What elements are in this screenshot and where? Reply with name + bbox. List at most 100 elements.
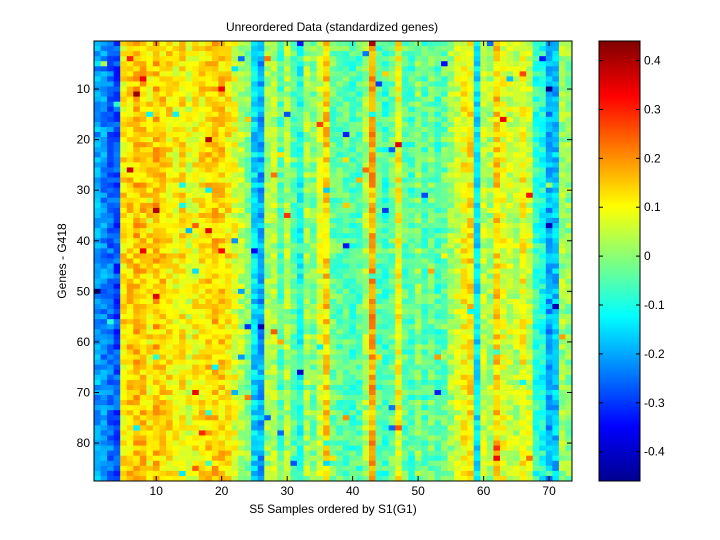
heatmap-cell — [179, 202, 187, 209]
heatmap-cell — [133, 126, 141, 133]
heatmap-cell — [388, 334, 396, 340]
heatmap-cell — [480, 172, 488, 178]
heatmap-cell — [100, 162, 108, 168]
heatmap-cell — [120, 303, 128, 310]
heatmap-cell — [519, 121, 527, 128]
heatmap-cell — [519, 379, 527, 386]
heatmap-cell — [447, 111, 455, 118]
heatmap-cell — [192, 116, 200, 123]
heatmap-cell — [139, 339, 147, 345]
heatmap-cell — [486, 258, 494, 264]
heatmap-cell — [460, 288, 468, 295]
heatmap-cell — [192, 71, 200, 77]
heatmap-cell — [264, 298, 272, 305]
heatmap-cell — [447, 142, 455, 148]
heatmap-cell — [467, 121, 475, 128]
heatmap-cell — [414, 56, 422, 62]
heatmap-cell — [499, 137, 507, 143]
heatmap-cell — [565, 273, 573, 280]
heatmap-cell — [257, 111, 265, 118]
heatmap-cell — [342, 86, 350, 92]
heatmap-cell — [519, 101, 527, 108]
heatmap-cell — [198, 157, 206, 163]
heatmap-cell — [414, 106, 422, 113]
heatmap-cell — [231, 374, 239, 381]
heatmap-cell — [532, 314, 540, 320]
heatmap-cell — [532, 344, 540, 350]
heatmap-cell — [493, 379, 501, 386]
heatmap-cell — [558, 364, 566, 371]
heatmap-cell — [408, 61, 416, 67]
heatmap-cell — [303, 51, 311, 57]
heatmap-cell — [231, 197, 239, 204]
heatmap-cell — [375, 202, 383, 209]
heatmap-cell — [473, 126, 481, 133]
heatmap-cell — [388, 91, 396, 98]
heatmap-cell — [211, 71, 219, 77]
heatmap-cell — [362, 182, 370, 189]
heatmap-cell — [100, 243, 108, 249]
heatmap-cell — [434, 303, 442, 310]
heatmap-cell — [526, 56, 534, 62]
heatmap-cell — [205, 334, 213, 340]
heatmap-cell — [100, 324, 108, 330]
heatmap-cell — [434, 283, 442, 290]
heatmap-cell — [532, 96, 540, 103]
heatmap-cell — [539, 111, 547, 118]
heatmap-cell — [185, 76, 193, 82]
heatmap-cell — [552, 334, 560, 340]
heatmap-cell — [526, 364, 534, 371]
heatmap-cell — [172, 207, 180, 214]
heatmap-cell — [369, 152, 376, 158]
heatmap-cell — [427, 364, 435, 371]
heatmap-cell — [552, 167, 560, 173]
heatmap-cell — [205, 147, 213, 153]
heatmap-cell — [558, 86, 566, 92]
heatmap-cell — [375, 147, 383, 153]
heatmap-cell — [126, 197, 134, 204]
heatmap-cell — [342, 298, 350, 305]
heatmap-cell — [441, 263, 448, 269]
heatmap-cell — [244, 298, 252, 305]
heatmap-cell — [369, 278, 376, 285]
heatmap-cell — [94, 96, 101, 103]
heatmap-cell — [499, 268, 507, 275]
heatmap-cell — [552, 61, 560, 67]
heatmap-cell — [179, 137, 187, 143]
heatmap-cell — [257, 106, 265, 113]
heatmap-cell — [401, 354, 409, 361]
heatmap-cell — [218, 309, 226, 315]
heatmap-cell — [113, 364, 121, 371]
heatmap-cell — [192, 303, 200, 310]
heatmap-cell — [493, 218, 501, 224]
heatmap-cell — [336, 233, 344, 239]
heatmap-cell — [408, 66, 416, 72]
heatmap-cell — [369, 248, 376, 254]
heatmap-cell — [211, 212, 219, 219]
heatmap-cell — [283, 167, 291, 173]
heatmap-cell — [120, 248, 128, 254]
heatmap-cell — [480, 263, 488, 269]
heatmap-cell — [166, 51, 173, 57]
heatmap-cell — [310, 248, 318, 254]
heatmap-cell — [94, 253, 101, 259]
heatmap-cell — [126, 187, 134, 194]
heatmap-cell — [113, 309, 121, 315]
heatmap-cell — [532, 86, 540, 92]
heatmap-cell — [283, 56, 291, 62]
heatmap-cell — [382, 132, 390, 138]
heatmap-cell — [264, 197, 272, 204]
heatmap-cell — [375, 248, 383, 254]
heatmap-cell — [264, 228, 272, 234]
heatmap-cell — [218, 218, 226, 224]
heatmap-cell — [382, 339, 390, 345]
heatmap-cell — [133, 283, 141, 290]
heatmap-cell — [303, 228, 311, 234]
heatmap-cell — [159, 121, 167, 128]
heatmap-cell — [552, 172, 560, 178]
heatmap-cell — [395, 182, 403, 189]
heatmap-cell — [303, 66, 311, 72]
heatmap-cell — [264, 187, 272, 194]
heatmap-cell — [447, 349, 455, 355]
heatmap-cell — [211, 61, 219, 67]
